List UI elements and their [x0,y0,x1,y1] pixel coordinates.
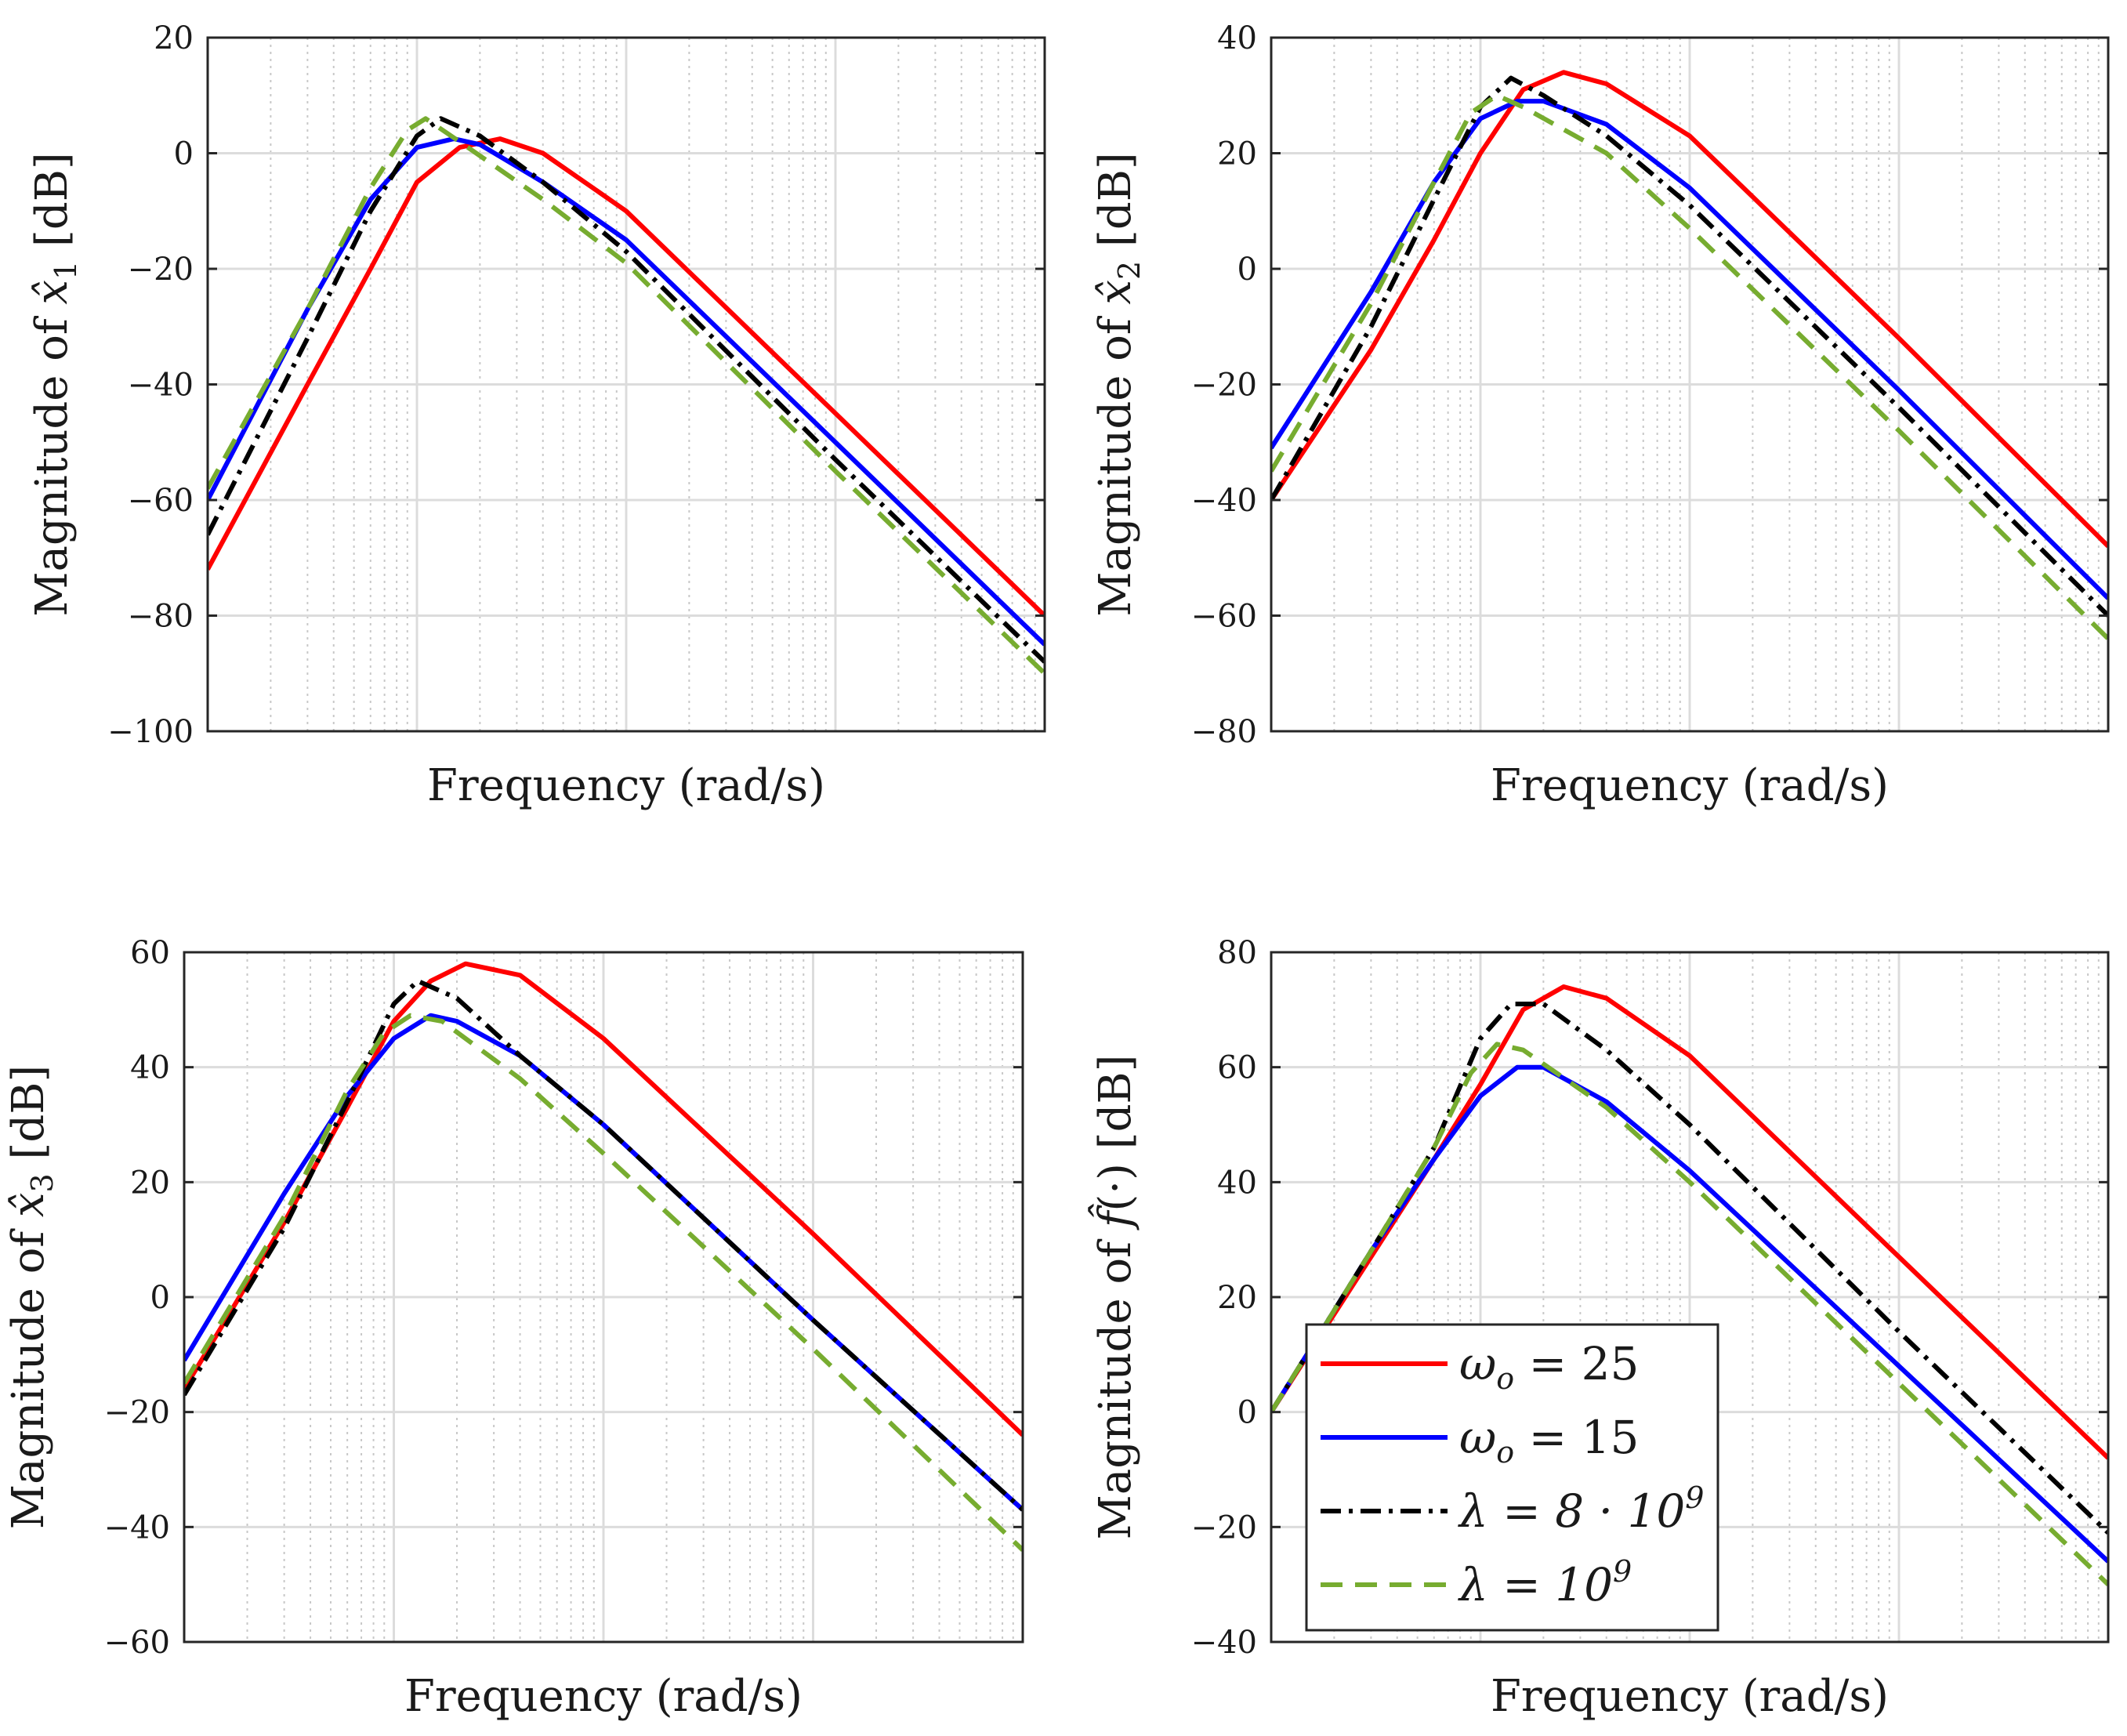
series-group [1271,984,2108,1586]
x-axis-label: Frequency (rad/s) [427,760,825,811]
y-tick-label: −60 [128,483,194,519]
series-line-4 [1271,1042,2108,1586]
series-group [184,961,1023,1552]
y-tick-label: −60 [104,1625,170,1661]
x-axis-label: Frequency (rad/s) [404,1671,803,1722]
y-tick-label: 40 [130,1050,170,1086]
y-tick-label: 0 [150,1280,170,1316]
y-tick-label: 20 [1217,1280,1257,1316]
panel-2: 40 20 0 −20 −40 −60 −80 Frequency (rad/s) Magnit… [1090,20,2110,811]
series-line-4 [184,1013,1023,1552]
panel-3: 60 40 20 0 −20 −40 −60 Frequency (rad/s) Magnitu… [3,935,1024,1722]
y-tick-label: −20 [104,1395,170,1431]
y-tick-label: 60 [130,935,170,971]
y-tick-label: −80 [128,599,194,635]
y-tick-label: −40 [104,1509,170,1546]
y-tick-label: 80 [1217,935,1257,971]
legend-label-4: λ = 109 [1458,1554,1632,1611]
x-axis-label: Frequency (rad/s) [1491,760,1889,811]
series-group [1271,70,2108,641]
series-line-1 [184,961,1023,1437]
y-tick-label: −20 [1191,1509,1257,1546]
legend: ωo = 25 ωo = 15 λ = 8 · 109 λ = 109 [1305,1323,1719,1632]
y-tick-label: −40 [128,368,194,404]
y-axis-label: Magnitude of x̂3 [dB] [3,1065,60,1529]
series-line-2 [1271,1064,2108,1564]
y-tick-label: 60 [1217,1050,1257,1086]
y-tick-label: 0 [1237,252,1257,288]
y-axis-label: Magnitude of f̂(·) [dB] [1087,1055,1141,1540]
series-line-4 [1271,92,2108,641]
y-tick-label: −40 [1191,483,1257,519]
series-line-2 [208,136,1045,647]
y-tick-label: 0 [174,136,194,172]
y-tick-label: 40 [1217,20,1257,56]
x-axis-label: Frequency (rad/s) [1491,1671,1889,1722]
y-tick-label: 0 [1237,1395,1257,1431]
legend-box [1305,1323,1719,1632]
series-group [208,116,1045,676]
panel-1: 20 0 −20 −40 −60 −80 −100 Frequency (rad/s) Magn… [27,20,1046,811]
legend-label-2: ωo = 15 [1459,1411,1639,1470]
y-tick-label: −40 [1191,1625,1257,1661]
series-line-3 [208,116,1045,664]
y-tick-label: −60 [1191,599,1257,635]
legend-label-3: λ = 8 · 109 [1458,1480,1704,1538]
series-line-3 [184,978,1023,1512]
legend-label-1: ωo = 25 [1459,1337,1639,1396]
series-line-3 [1271,75,2108,618]
series-line-1 [1271,70,2108,549]
y-tick-label: 40 [1217,1165,1257,1201]
y-axis-label: Magnitude of x̂1 [dB] [27,152,83,616]
y-tick-label: 20 [1217,136,1257,172]
series-line-2 [1271,99,2108,600]
series-line-4 [208,116,1045,676]
y-axis-label: Magnitude of x̂2 [dB] [1090,152,1147,616]
y-tick-label: −20 [128,252,194,288]
y-tick-label: 20 [154,20,194,56]
y-tick-label: −100 [107,714,194,750]
y-tick-label: −20 [1191,368,1257,404]
panel-4: 80 60 40 20 0 −20 −40 Frequency (rad/s) Magnitud… [1087,935,2110,1722]
y-tick-label: 20 [130,1165,170,1201]
y-tick-label: −80 [1191,714,1257,750]
